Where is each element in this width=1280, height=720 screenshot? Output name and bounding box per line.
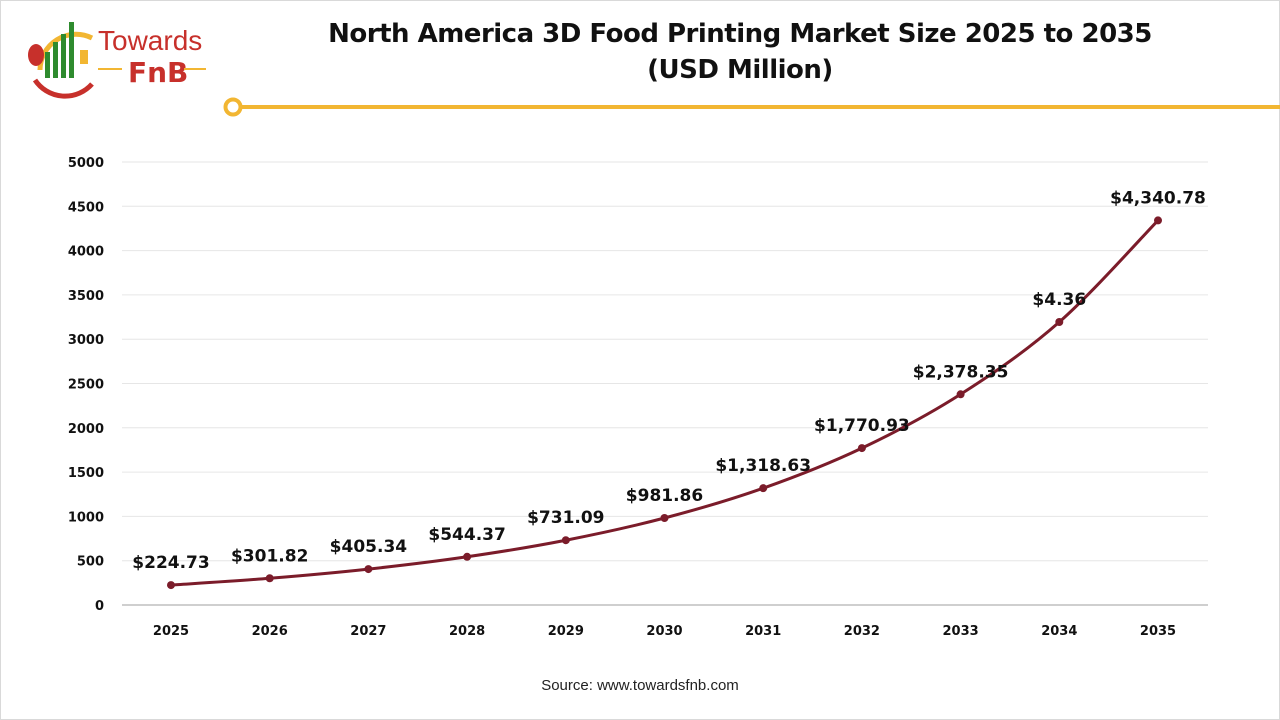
y-tick-label: 500: [77, 555, 104, 570]
data-label: $301.82: [231, 546, 308, 566]
data-point: [265, 574, 274, 583]
x-tick-label: 2033: [943, 624, 979, 639]
x-tick-label: 2034: [1041, 624, 1077, 639]
data-labels: $224.73 $301.82 $405.34 $544.37 $731.09 $981.…: [132, 188, 1206, 573]
logo-text-line1: Towards: [98, 25, 202, 56]
y-tick-label: 3000: [68, 333, 104, 348]
x-tick-label: 2027: [350, 624, 386, 639]
data-point: [1055, 318, 1064, 327]
x-tick-label: 2035: [1140, 624, 1176, 639]
gridlines: [122, 161, 1208, 562]
data-point: [364, 565, 373, 574]
data-label: $1,770.93: [814, 416, 910, 436]
data-point: [660, 514, 669, 523]
x-tick-label: 2025: [153, 624, 189, 639]
logo: Towards FnB: [28, 22, 206, 99]
logo-text-line2: FnB: [128, 56, 188, 89]
data-point: [956, 390, 965, 399]
y-tick-label: 4500: [68, 200, 104, 215]
x-tick-label: 2031: [745, 624, 781, 639]
y-tick-label: 2500: [68, 378, 104, 393]
data-label: $224.73: [132, 553, 209, 573]
data-label: $731.09: [527, 508, 604, 528]
y-tick-label: 2000: [68, 422, 104, 437]
chart-title-line2: (USD Million): [647, 55, 833, 85]
data-point: [167, 581, 175, 590]
data-label: $2,378.35: [913, 362, 1009, 382]
data-points: [167, 216, 1162, 590]
chart-title: North America 3D Food Printing Market Si…: [290, 16, 1190, 88]
y-axis: 0 500 1000 1500 2000 2500 3000 3500 4000 4500 5000: [68, 156, 104, 614]
source-note: Source: www.towardsfnb.com: [541, 677, 739, 694]
y-tick-label: 0: [95, 599, 104, 614]
x-tick-label: 2028: [449, 624, 485, 639]
data-point: [759, 484, 768, 493]
series-line: [170, 219, 1160, 587]
x-tick-label: 2030: [646, 624, 682, 639]
data-label: $4,340.78: [1110, 188, 1206, 208]
data-label: $4.36: [1032, 290, 1086, 310]
data-point: [1154, 216, 1162, 225]
y-tick-label: 4000: [68, 245, 104, 260]
chart-title-line1: North America 3D Food Printing Market Si…: [328, 19, 1152, 49]
data-point: [857, 444, 866, 453]
x-tick-label: 2029: [548, 624, 584, 639]
x-axis: 2025 2026 2027 2028 2029 2030 2031 2032 2033 2034…: [122, 604, 1208, 639]
x-tick-label: 2032: [844, 624, 880, 639]
data-label: $981.86: [626, 486, 703, 506]
y-tick-label: 5000: [68, 156, 104, 171]
y-tick-label: 1000: [68, 510, 104, 525]
data-label: $405.34: [330, 537, 408, 557]
y-tick-label: 1500: [68, 466, 104, 481]
y-tick-label: 3500: [68, 289, 104, 304]
data-point: [561, 536, 570, 545]
data-point: [463, 552, 472, 561]
x-tick-label: 2026: [252, 624, 288, 639]
data-label: $544.37: [428, 525, 505, 545]
data-label: $1,318.63: [715, 456, 811, 476]
title-underline: [223, 97, 1280, 117]
